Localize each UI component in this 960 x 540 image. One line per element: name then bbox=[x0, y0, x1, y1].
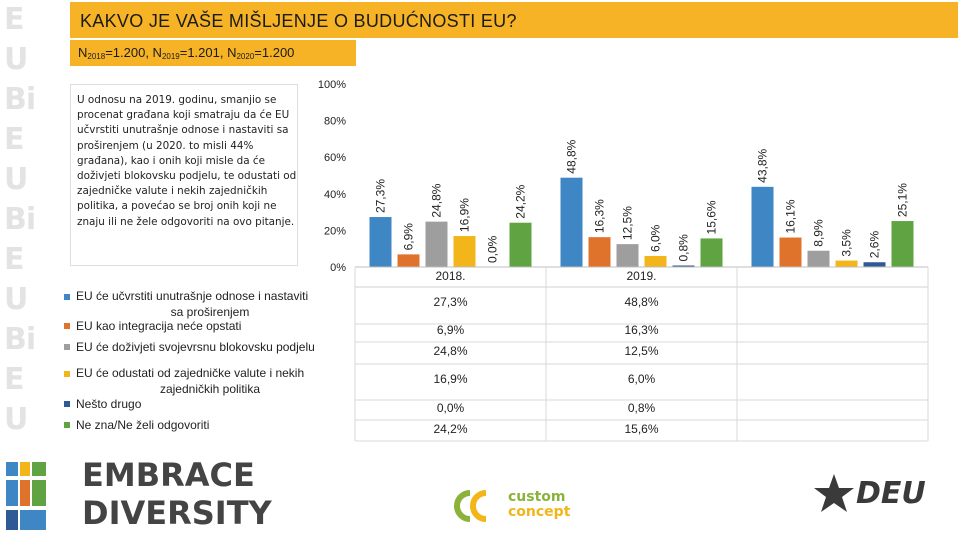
ghost-letter: U bbox=[4, 402, 28, 437]
bar bbox=[672, 265, 695, 267]
bar bbox=[644, 256, 667, 267]
x-category-label: 2019. bbox=[626, 269, 656, 283]
legend-swatch bbox=[64, 371, 70, 377]
sample-size-text: N2018=1.200, N2019=1.201, N2020=1.200 bbox=[78, 45, 295, 61]
data-label: 2,6% bbox=[868, 231, 882, 259]
bar bbox=[863, 262, 886, 267]
bar bbox=[751, 186, 774, 267]
data-label: 27,3% bbox=[374, 179, 388, 213]
legend-label: Nešto drugo bbox=[76, 397, 142, 411]
data-label: 48,8% bbox=[565, 139, 579, 173]
data-label: 8,9% bbox=[812, 219, 826, 247]
left-decorative-strip: E U Bi E U Bi E U Bi E U bbox=[0, 0, 62, 540]
legend-label: sa proširenjem bbox=[171, 305, 250, 319]
legend-swatch bbox=[64, 323, 70, 329]
ghost-letter: U bbox=[4, 162, 28, 197]
bar bbox=[891, 221, 914, 267]
bar bbox=[509, 222, 532, 267]
table-cell: 0,8% bbox=[628, 401, 656, 415]
legend-label: Ne zna/Ne želi odgovoriti bbox=[76, 418, 209, 432]
bar bbox=[616, 244, 639, 267]
bar bbox=[835, 260, 858, 267]
note-text: U odnosu na 2019. godinu, smanjio se pro… bbox=[77, 94, 297, 228]
diversity-line: DIVERSITY bbox=[82, 494, 272, 532]
bar bbox=[807, 250, 830, 267]
y-tick-label: 60% bbox=[324, 152, 346, 164]
bar bbox=[425, 221, 448, 267]
legend-label: zajedničkih politika bbox=[160, 382, 260, 396]
note-box bbox=[70, 84, 298, 266]
legend-label: EU će doživjeti svojevrsnu blokovsku pod… bbox=[76, 340, 315, 354]
table-cell: 16,3% bbox=[624, 323, 658, 337]
ghost-letter: E bbox=[4, 362, 24, 397]
x-category-label: 2018. bbox=[435, 269, 465, 283]
ghost-letter: E bbox=[4, 242, 24, 277]
data-label: 6,0% bbox=[649, 224, 663, 252]
title-bar bbox=[70, 2, 958, 38]
embrace-line: EMBRACE bbox=[82, 456, 255, 494]
table-cell: 0,0% bbox=[437, 401, 465, 415]
page-title: KAKVO JE VAŠE MIŠLJENJE O BUDUĆNOSTI EU? bbox=[80, 11, 517, 31]
bar bbox=[779, 237, 802, 267]
deu-word: DEU bbox=[856, 476, 926, 511]
bar bbox=[700, 238, 723, 267]
bar bbox=[453, 236, 476, 267]
y-tick-label: 20% bbox=[324, 225, 346, 237]
data-label: 16,9% bbox=[458, 198, 472, 232]
bar bbox=[369, 217, 392, 267]
table-cell: 6,9% bbox=[437, 323, 465, 337]
data-label: 3,5% bbox=[840, 229, 854, 257]
y-tick-label: 0% bbox=[330, 262, 346, 274]
data-label: 6,9% bbox=[402, 223, 416, 251]
cc-mark-icon bbox=[454, 490, 487, 522]
star-icon bbox=[814, 474, 854, 512]
bar bbox=[560, 177, 583, 267]
data-label: 24,8% bbox=[430, 183, 444, 217]
data-label: 25,1% bbox=[896, 183, 910, 217]
data-label: 0,0% bbox=[486, 235, 500, 263]
legend-swatch bbox=[64, 422, 70, 428]
table-cell: 27,3% bbox=[433, 295, 467, 309]
legend-swatch bbox=[64, 294, 70, 300]
ghost-letter: Bi bbox=[4, 202, 36, 237]
custom-word: custom bbox=[508, 489, 566, 505]
y-tick-label: 80% bbox=[324, 116, 346, 128]
sample-size-item: N2018=1.200 bbox=[78, 45, 146, 61]
data-label: 0,8% bbox=[677, 234, 691, 262]
bie-mark-icon bbox=[6, 462, 46, 530]
table-cell: 16,9% bbox=[433, 372, 467, 386]
ghost-letter: Bi bbox=[4, 82, 36, 117]
data-label: 16,1% bbox=[784, 199, 798, 233]
table-cell: 15,6% bbox=[624, 422, 658, 436]
legend-label: EU kao integracija neće opstati bbox=[76, 319, 241, 333]
bar bbox=[588, 237, 611, 267]
concept-word: concept bbox=[508, 504, 571, 520]
table-cell: 24,2% bbox=[433, 422, 467, 436]
table-cell: 24,8% bbox=[433, 344, 467, 358]
y-tick-label: 100% bbox=[318, 79, 346, 91]
legend-swatch bbox=[64, 401, 70, 407]
ghost-letter: E bbox=[4, 2, 24, 37]
data-label: 24,2% bbox=[514, 184, 528, 218]
ghost-letter: U bbox=[4, 282, 28, 317]
legend-swatch bbox=[64, 344, 70, 350]
sample-size-bar bbox=[70, 40, 356, 66]
legend-label: EU će odustati od zajedničke valute i ne… bbox=[76, 366, 304, 380]
ghost-letter: Bi bbox=[4, 322, 36, 357]
table-cell: 12,5% bbox=[624, 344, 658, 358]
data-label: 15,6% bbox=[705, 200, 719, 234]
data-label: 43,8% bbox=[756, 148, 770, 182]
legend-label: EU će učvrstiti unutrašnje odnose i nast… bbox=[76, 289, 308, 303]
table-cell: 6,0% bbox=[628, 372, 656, 386]
data-label: 12,5% bbox=[621, 206, 635, 240]
sample-size-item: N2020=1.200 bbox=[227, 45, 295, 61]
sample-size-item: N2019=1.201 bbox=[152, 45, 220, 61]
data-label: 16,3% bbox=[593, 199, 607, 233]
y-tick-label: 40% bbox=[324, 189, 346, 201]
table-cell: 48,8% bbox=[624, 295, 658, 309]
bar bbox=[397, 254, 420, 267]
ghost-letter: U bbox=[4, 42, 28, 77]
ghost-letter: E bbox=[4, 122, 24, 157]
